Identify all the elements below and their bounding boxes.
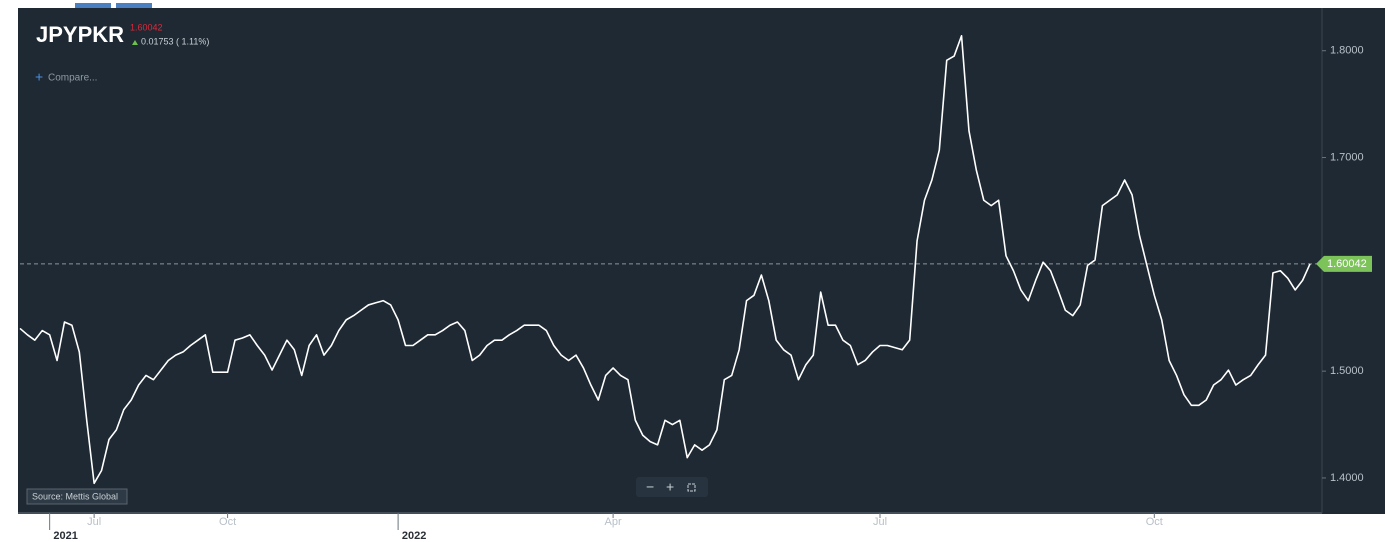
price-line-series	[19, 34, 1311, 485]
x-tick-label: Apr	[605, 516, 622, 528]
year-tick-label: 2021	[53, 530, 77, 542]
last-price-tag	[1316, 255, 1372, 272]
compare[interactable]: Compare...	[48, 73, 97, 84]
up-arrow	[132, 40, 138, 45]
fullscreen[interactable]	[687, 483, 696, 492]
x-tick-label: Oct	[219, 516, 236, 528]
last-price-tag-label: 1.60042	[1327, 258, 1367, 270]
source: Source: Mettis Global	[32, 491, 118, 501]
change: 0.01753 ( 1.11%)	[141, 36, 209, 46]
zoom-controls	[636, 477, 708, 497]
x-tick-label: Jul	[873, 516, 887, 528]
tab[interactable]	[75, 3, 111, 8]
symbol: JPYPKR	[36, 22, 124, 47]
y-tick-label: 1.4000	[1330, 472, 1364, 484]
zoom-in[interactable]: +	[666, 479, 674, 495]
source-box	[26, 488, 128, 505]
y-tick-label: 1.7000	[1330, 151, 1364, 163]
x-tick-label: Oct	[1146, 516, 1163, 528]
zoom-out[interactable]: −	[646, 479, 654, 495]
y-tick-label: 1.8000	[1330, 45, 1364, 57]
year-tick-label: 2022	[402, 530, 426, 542]
last-price: 1.60042	[130, 22, 163, 32]
x-tick-label: Jul	[87, 516, 101, 528]
chart-background	[18, 8, 1385, 514]
compare-plus[interactable]: +	[35, 69, 43, 85]
tab[interactable]	[116, 3, 152, 8]
y-tick-label: 1.5000	[1330, 365, 1364, 377]
